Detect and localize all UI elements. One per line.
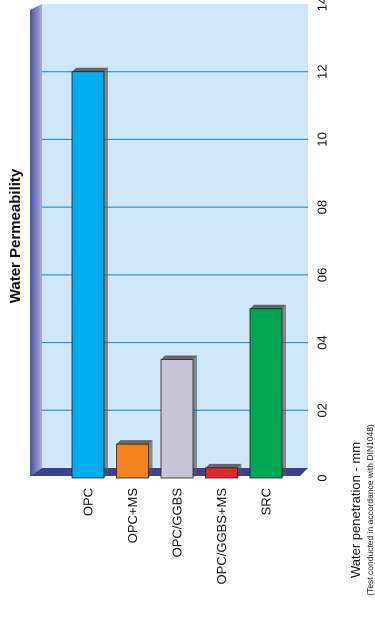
category-label: OPC+MS: [125, 488, 140, 544]
tick-label: 08: [315, 200, 330, 214]
category-label: OPC/GGBS: [170, 488, 185, 558]
tick-labels: 0 02 04 06 08 10 12 14: [315, 0, 330, 482]
tick-label: 06: [315, 268, 330, 282]
category-label: OPC/GGBS+MS: [214, 488, 229, 585]
bar-opc-ggbs: [161, 356, 197, 479]
tick-label: 0: [315, 474, 330, 481]
bar-opc: [72, 68, 108, 478]
category-labels: OPC OPC+MS OPC/GGBS OPC/GGBS+MS SRC: [81, 488, 274, 585]
tick-label: 04: [315, 335, 330, 349]
chart-title: Water Permeability: [7, 168, 24, 303]
bar-opc-ggbs-ms: [206, 464, 242, 478]
bar-side: [104, 68, 108, 478]
bar-top: [206, 464, 242, 468]
tick-label: 12: [315, 64, 330, 78]
bar-side: [149, 440, 153, 478]
bar-face: [250, 309, 282, 478]
bar-top: [250, 305, 286, 309]
bar-top: [161, 356, 197, 360]
bar-side: [282, 305, 286, 478]
bar-opc-ms: [117, 440, 153, 478]
x-axis-label-note: (Test conducted in accordance with DIN10…: [365, 424, 375, 596]
bar-face: [161, 360, 193, 479]
bar-src: [250, 305, 286, 478]
bar-top: [117, 440, 153, 444]
category-label: OPC: [81, 488, 96, 516]
bar-top: [72, 68, 108, 72]
tick-label: 14: [315, 0, 330, 11]
bar-face: [117, 444, 149, 478]
bar-face: [72, 72, 104, 478]
bar-side: [193, 356, 197, 479]
tick-label: 02: [315, 403, 330, 417]
category-label: SRC: [259, 488, 274, 515]
tick-label: 10: [315, 132, 330, 146]
x-axis-label: Water penetration - mm: [348, 442, 363, 578]
plot-side-wall: [30, 4, 42, 476]
bar-face: [206, 468, 238, 478]
